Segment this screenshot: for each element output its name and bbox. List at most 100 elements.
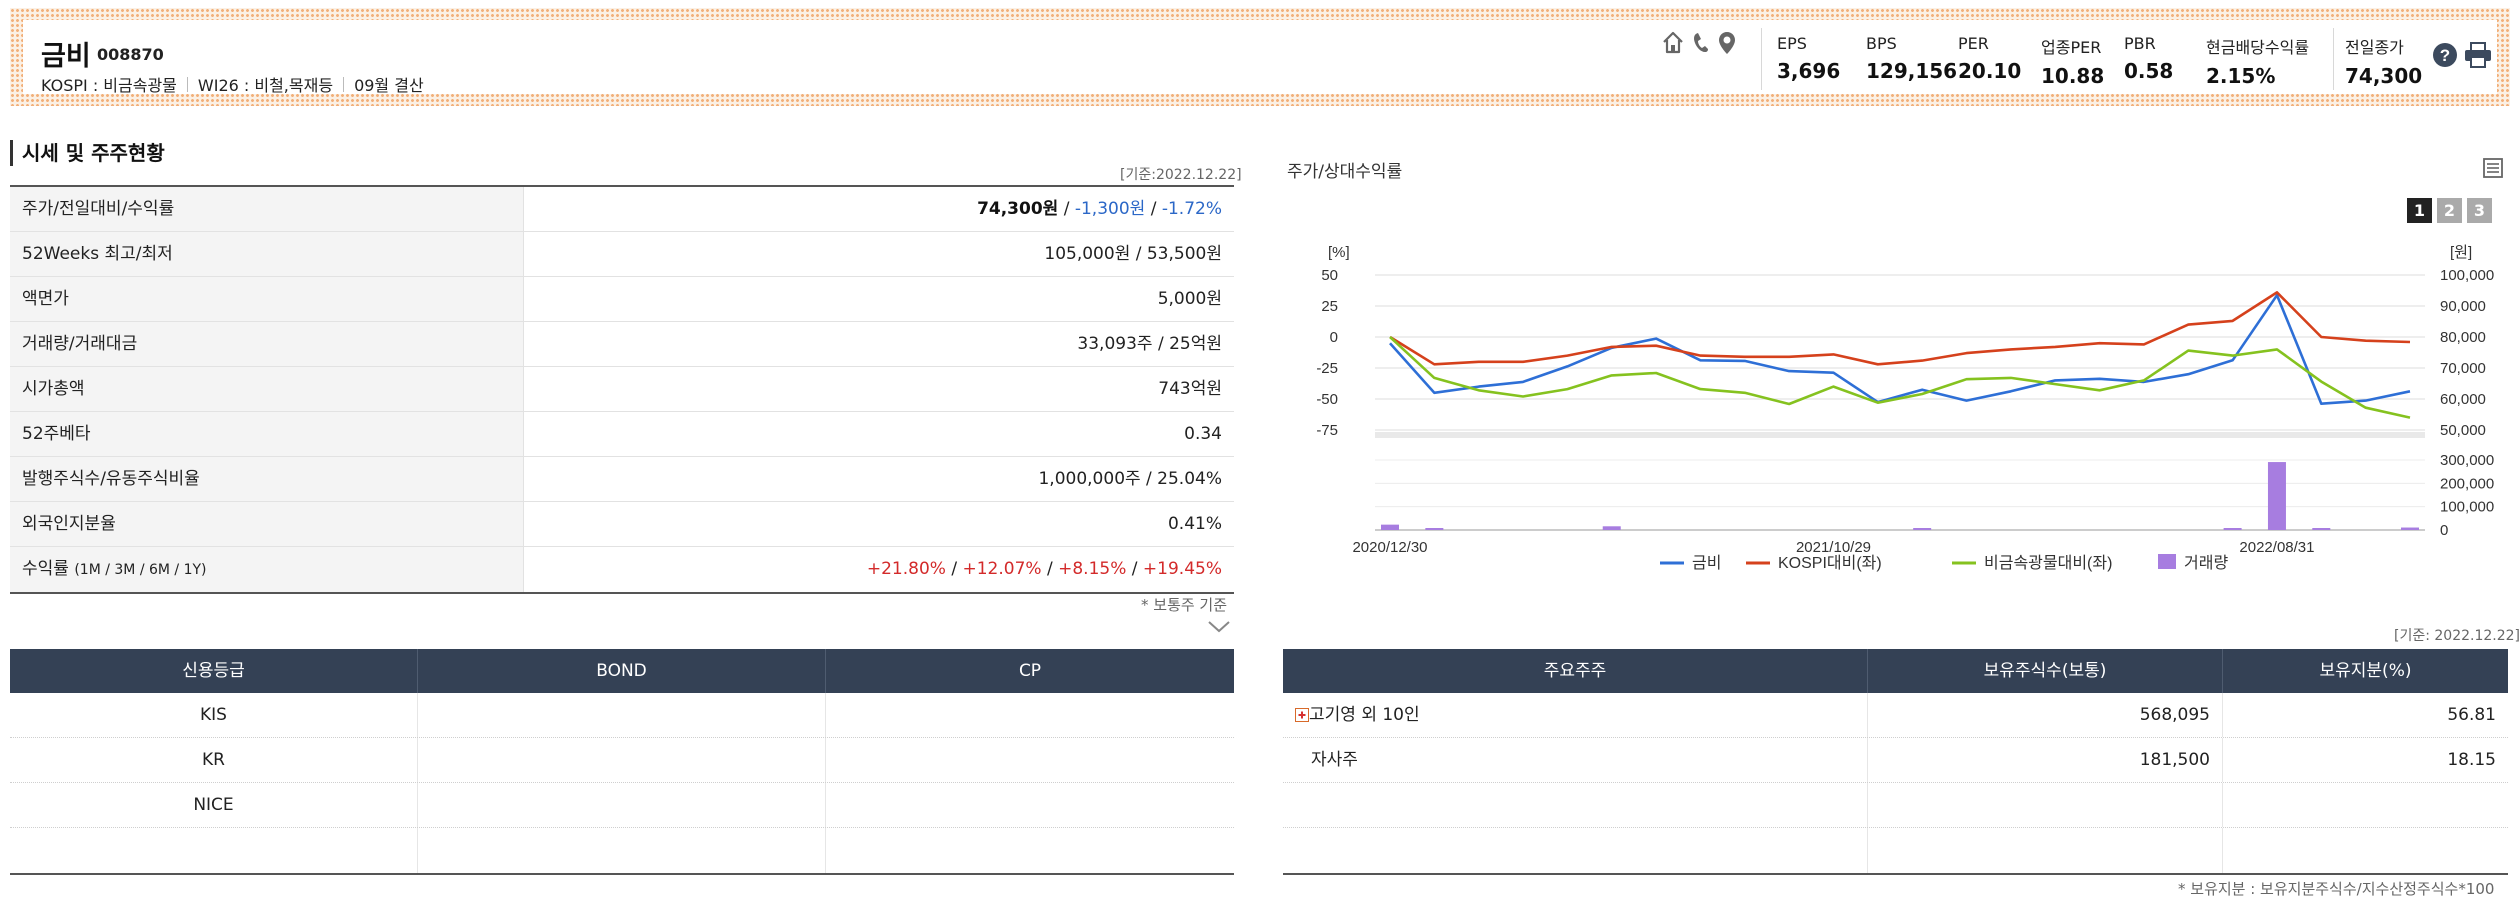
- column-header: 보유지분(%): [2319, 661, 2412, 681]
- metric-label: PBR: [2124, 34, 2156, 53]
- row-value: 0.34: [1184, 424, 1222, 444]
- table-row: 자사주 181,500 18.15: [1283, 738, 2508, 783]
- volume-bar: [2267, 462, 2286, 530]
- metric-value: 20.10: [1958, 59, 2022, 83]
- legend-label: 비금속광물대비(좌): [1984, 554, 2112, 572]
- shareholder-name[interactable]: 고기영 외 10인: [1309, 704, 1420, 725]
- cp-rating: [826, 738, 1234, 782]
- home-icon[interactable]: [1661, 30, 1685, 56]
- x-tick-label: 2021/10/29: [1796, 539, 1871, 556]
- metric-label: BPS: [1866, 34, 1897, 53]
- plot-separator: [1375, 432, 2425, 438]
- market-info-table: 주가/전일대비/수익률 74,300원 / -1,300원 / -1.72% 5…: [10, 185, 1234, 594]
- ownership-pct: [2223, 828, 2508, 873]
- right-tick-label: 60,000: [2440, 391, 2486, 408]
- metric-label: EPS: [1777, 34, 1807, 53]
- table-row: [1283, 828, 2508, 873]
- returns-value: +21.80% / +12.07% / +8.15% / +19.45%: [866, 559, 1222, 579]
- row-label-text: 수익률: [22, 559, 69, 579]
- table-row: 발행주식수/유동주식비율 1,000,000주 / 25.04%: [10, 457, 1234, 502]
- cp-rating: [826, 783, 1234, 827]
- chart-page-2-button[interactable]: 2: [2437, 198, 2462, 223]
- right-tick-label: 90,000: [2440, 298, 2486, 315]
- ownership-pct: 56.81: [2447, 705, 2496, 725]
- as-of-date: [기준:2022.12.22]: [1120, 167, 1242, 183]
- legend-label: KOSPI대비(좌): [1778, 554, 1882, 572]
- chevron-down-icon[interactable]: [1207, 620, 1231, 634]
- column-header: 신용등급: [10, 649, 418, 693]
- metric-prev-close: 전일종가 74,300: [2345, 34, 2422, 88]
- company-header-inner: 금비 008870 KOSPI : 비금속광물 WI26 : 비철,목재등 09…: [23, 20, 2497, 96]
- return-1m: +21.80%: [866, 559, 946, 579]
- row-label: 발행주식수/유동주식비율: [10, 457, 524, 501]
- series-line: [1389, 291, 2411, 366]
- table-row: 액면가 5,000원: [10, 277, 1234, 322]
- right-tick-label: 100,000: [2440, 267, 2494, 284]
- print-icon[interactable]: [2463, 42, 2493, 68]
- row-label: 거래량/거래대금: [10, 322, 524, 366]
- column-header: CP: [1018, 661, 1042, 681]
- row-label: 외국인지분율: [10, 502, 524, 546]
- phone-icon[interactable]: [1689, 30, 1713, 56]
- row-label: 액면가: [10, 277, 524, 321]
- table-row: 시가총액 743억원: [10, 367, 1234, 412]
- table-row: 수익률 (1M / 3M / 6M / 1Y) +21.80% / +12.07…: [10, 547, 1234, 592]
- cp-rating: [826, 828, 1234, 873]
- x-tick-label: 2020/12/30: [1352, 539, 1427, 556]
- company-header: 금비 008870 KOSPI : 비금속광물 WI26 : 비철,목재등 09…: [10, 8, 2510, 106]
- metric-value: 129,156: [1866, 59, 1958, 83]
- row-label: 52주베타: [10, 412, 524, 456]
- fiscal-month: 09월 결산: [354, 76, 424, 95]
- market-sector: KOSPI : 비금속광물: [41, 76, 177, 95]
- price-change: -1,300원: [1074, 199, 1146, 219]
- price-change-rate: -1.72%: [1161, 199, 1222, 219]
- credit-rating-table: 신용등급 BOND CP KIS KR NICE: [10, 649, 1234, 875]
- ownership-note: * 보유지분 : 보유지분주식수/지수산정주식수*100: [2178, 880, 2495, 898]
- location-pin-icon[interactable]: [1715, 30, 1739, 56]
- row-label: 52Weeks 최고/최저: [10, 232, 524, 276]
- bond-rating: [418, 828, 826, 873]
- row-label: 수익률 (1M / 3M / 6M / 1Y): [10, 547, 524, 592]
- shares-held: [1868, 783, 2223, 827]
- help-icon[interactable]: ?: [2432, 42, 2458, 68]
- metric-label: PER: [1958, 34, 1989, 53]
- left-axis-unit: [%]: [1328, 244, 1350, 261]
- left-tick-label: 0: [1330, 329, 1338, 346]
- metric-label: 전일종가: [2345, 38, 2404, 57]
- metric-bps: BPS 129,156: [1866, 34, 1957, 83]
- column-header: BOND: [418, 649, 826, 693]
- bond-rating: [418, 738, 826, 782]
- divider: [2333, 28, 2334, 90]
- table-view-icon[interactable]: [2482, 157, 2504, 179]
- legend-label: 금비: [1692, 554, 1721, 572]
- row-label: 주가/전일대비/수익률: [10, 187, 524, 231]
- return-6m: +8.15%: [1058, 559, 1127, 579]
- volume-tick-label: 100,000: [2440, 499, 2494, 516]
- metric-pbr: PBR 0.58: [2124, 34, 2173, 83]
- left-tick-label: 25: [1321, 298, 1338, 315]
- metric-per: PER 20.10: [1958, 34, 2021, 83]
- legend-swatch: [2158, 554, 2176, 569]
- agency-name: [10, 828, 418, 873]
- chart-title: 주가/상대수익률: [1287, 162, 1403, 182]
- chart-page-3-button[interactable]: 3: [2467, 198, 2492, 223]
- current-price: 74,300원: [977, 199, 1059, 219]
- left-tick-label: 50: [1321, 267, 1338, 284]
- right-tick-label: 80,000: [2440, 329, 2486, 346]
- table-row: 52주베타 0.34: [10, 412, 1234, 457]
- volume-tick-label: 300,000: [2440, 452, 2494, 469]
- divider: [1761, 28, 1762, 90]
- expand-plus-icon[interactable]: [1295, 708, 1309, 722]
- company-classification: KOSPI : 비금속광물 WI26 : 비철,목재등 09월 결산: [41, 72, 424, 96]
- volume-bar: [1602, 526, 1621, 530]
- volume-bar: [2223, 528, 2242, 530]
- chart-page-1-button[interactable]: 1: [2407, 198, 2432, 223]
- x-tick-label: 2022/08/31: [2239, 539, 2314, 556]
- table-row: [1283, 783, 2508, 828]
- wics-sector: WI26 : 비철,목재등: [197, 76, 334, 95]
- series-line: [1389, 293, 2411, 405]
- agency-name: NICE: [10, 783, 418, 827]
- metric-dividend-yield: 현금배당수익률 2.15%: [2206, 34, 2309, 88]
- metric-industry-per: 업종PER 10.88: [2041, 34, 2104, 88]
- right-tick-label: 70,000: [2440, 360, 2486, 377]
